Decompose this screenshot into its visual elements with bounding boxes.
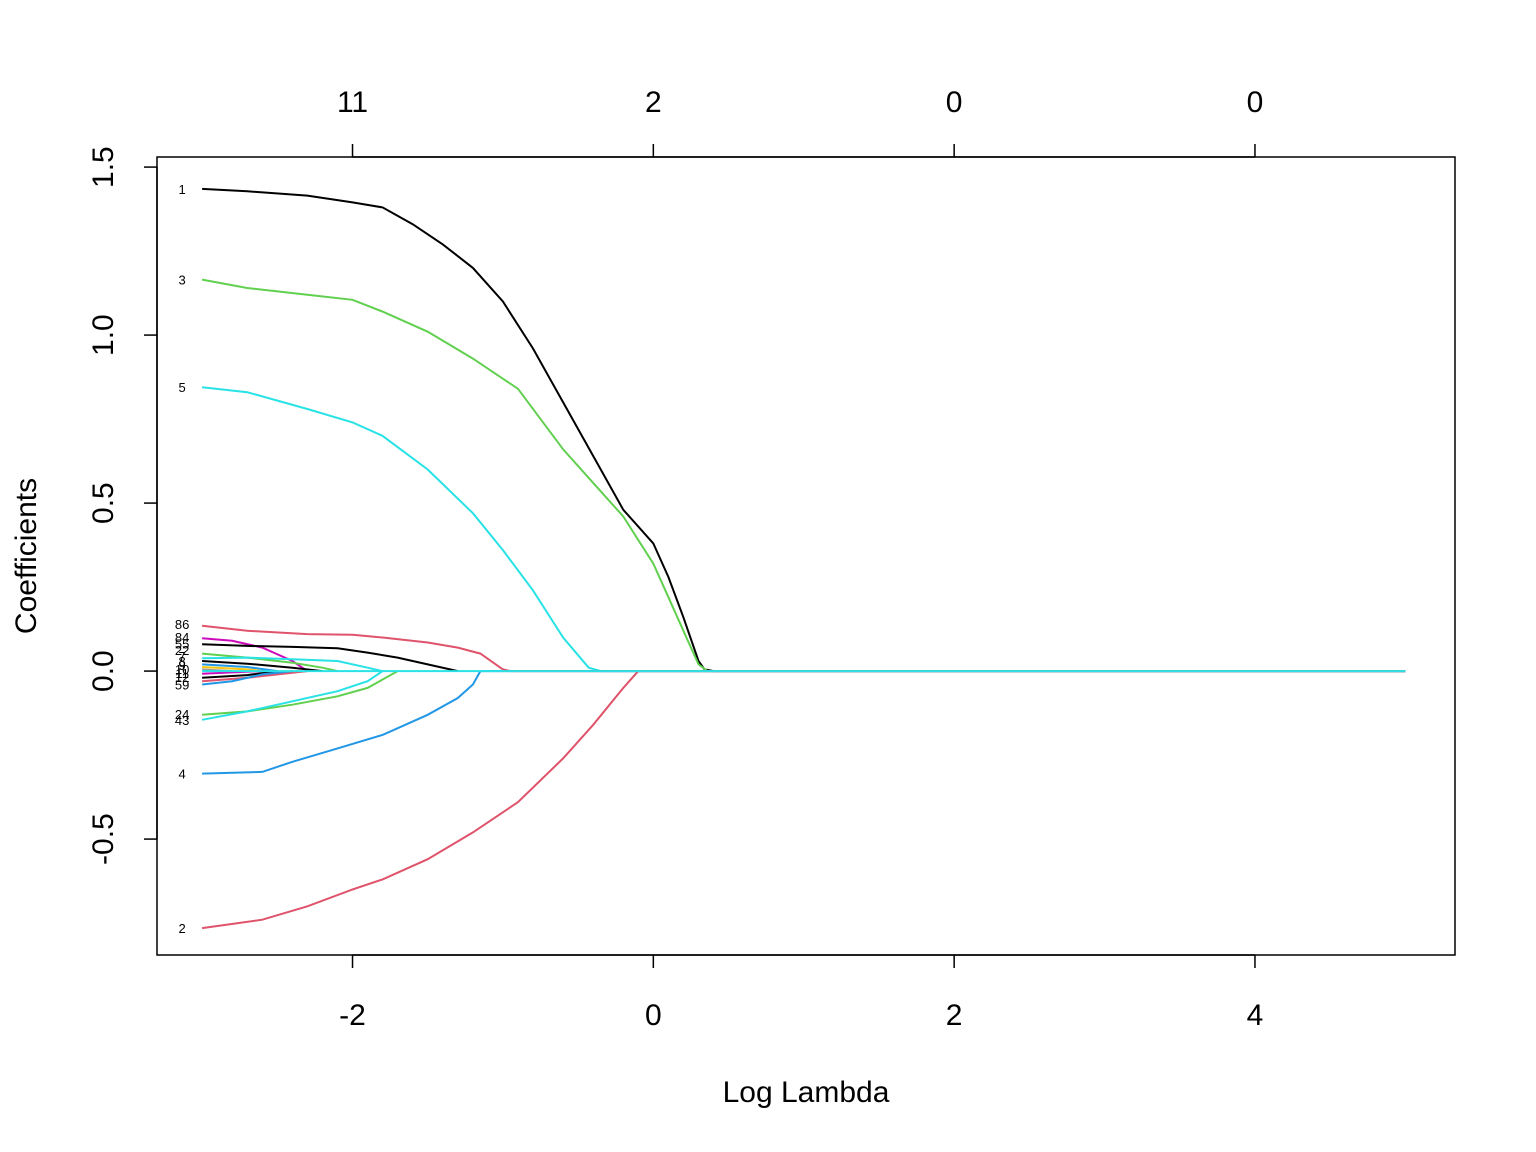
series-number-label: 55 [175, 637, 189, 652]
x-tick-label: -2 [339, 999, 366, 1032]
top-axis: 11 2 0 0 [337, 86, 1264, 158]
series-line-7 [202, 656, 383, 673]
series-layer [201, 187, 1406, 930]
bottom-axis: -2 0 2 4 [339, 954, 1264, 1032]
series-number-label: 22 [175, 643, 189, 658]
top-tick-label: 0 [946, 86, 963, 119]
series-line-2 [201, 670, 1406, 930]
y-axis-label: Coefficients [10, 478, 43, 634]
series-number-label: 84 [175, 630, 189, 645]
series-line-1 [202, 187, 1406, 673]
series-number-label: 9 [179, 658, 186, 673]
series-line-43 [201, 670, 384, 721]
series-number-label: 11 [175, 666, 189, 681]
series-line-3 [201, 278, 1406, 673]
series-line-22 [202, 652, 338, 673]
series-number-label: 7 [179, 649, 186, 664]
y-tick-label: 0.0 [87, 650, 120, 692]
left-axis: -0.5 0.0 0.5 1.0 1.5 [87, 146, 158, 865]
y-tick-label: 0.5 [87, 482, 120, 524]
series-number-label: 86 [175, 617, 189, 632]
series-number-label: 12 [175, 670, 189, 685]
series-line-9 [202, 663, 278, 673]
y-tick-label: 1.0 [87, 314, 120, 356]
series-line-55 [202, 643, 459, 673]
series-number-label: 59 [175, 678, 189, 693]
series-line-8 [202, 660, 323, 673]
series-number-label: 24 [175, 707, 189, 722]
series-number-label: 1 [179, 182, 186, 197]
series-line-5 [201, 386, 1406, 673]
series-line-13 [202, 670, 278, 679]
x-tick-label: 0 [645, 999, 662, 1032]
series-number-label: 43 [175, 713, 189, 728]
x-tick-label: 2 [946, 999, 963, 1032]
top-tick-label: 11 [337, 86, 368, 119]
series-number-label: 8 [179, 654, 186, 669]
top-tick-label: 0 [1247, 86, 1264, 119]
y-tick-label: -0.5 [87, 813, 120, 865]
series-number-label: 3 [179, 273, 186, 288]
y-tick-label: 1.5 [87, 146, 120, 188]
series-line-86 [201, 624, 1406, 673]
x-axis-label: Log Lambda [723, 1076, 890, 1109]
series-number-label: 10 [175, 662, 189, 677]
series-number-label: 4 [179, 767, 186, 782]
x-tick-label: 4 [1247, 999, 1264, 1032]
series-number-label: 2 [179, 921, 186, 936]
series-line-59 [201, 670, 293, 686]
series-line-4 [202, 670, 1406, 775]
series-number-label: 5 [179, 380, 186, 395]
top-tick-label: 2 [645, 86, 662, 119]
